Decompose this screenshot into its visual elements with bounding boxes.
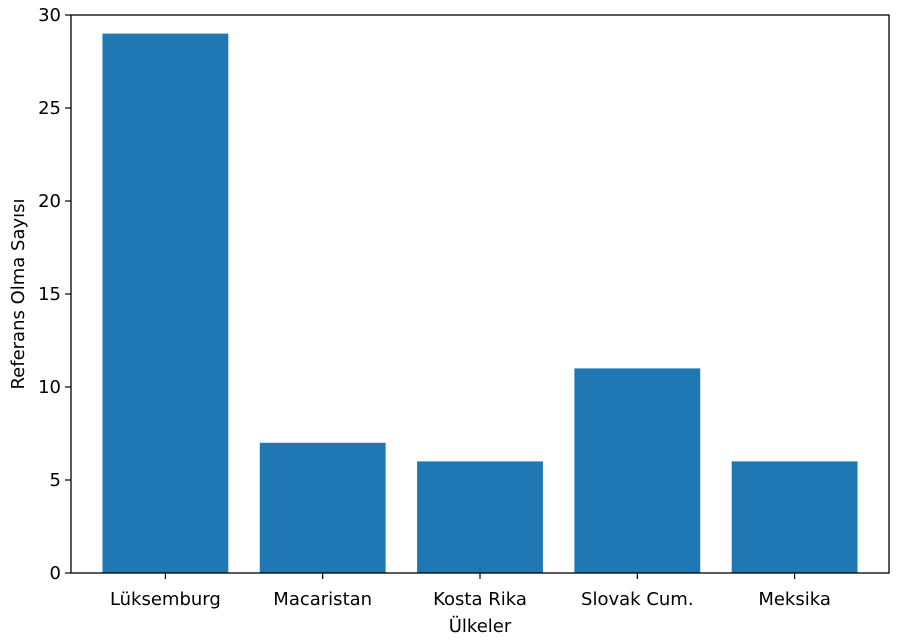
y-tick-label: 25	[38, 98, 61, 119]
y-axis-label: Referans Olma Sayısı	[8, 198, 29, 389]
bar-1	[259, 442, 386, 573]
x-axis-ticks: Lüksemburg Macaristan Kosta Rika Slovak Cum…	[110, 573, 831, 610]
x-tick-label: Lüksemburg	[110, 589, 221, 610]
y-tick-label: 15	[38, 284, 61, 305]
bar-2	[417, 461, 543, 573]
y-tick-label: 30	[38, 5, 61, 26]
y-tick-label: 10	[38, 377, 61, 398]
bar-3	[574, 368, 701, 573]
bar-4	[731, 461, 858, 573]
y-tick-label: 5	[50, 470, 61, 491]
bar-0	[102, 33, 229, 574]
plot-frame	[70, 14, 890, 574]
bars-group	[102, 33, 858, 574]
y-tick-label: 20	[38, 191, 61, 212]
y-axis-ticks: 0 5 10 15 20 25 30	[38, 5, 71, 584]
x-tick-label: Slovak Cum.	[581, 589, 694, 610]
x-tick-label: Kosta Rika	[433, 589, 527, 610]
x-tick-label: Macaristan	[273, 589, 372, 610]
x-tick-label: Meksika	[758, 589, 831, 610]
y-tick-label: 0	[50, 563, 61, 584]
x-axis-label: Ülkeler	[449, 615, 512, 637]
